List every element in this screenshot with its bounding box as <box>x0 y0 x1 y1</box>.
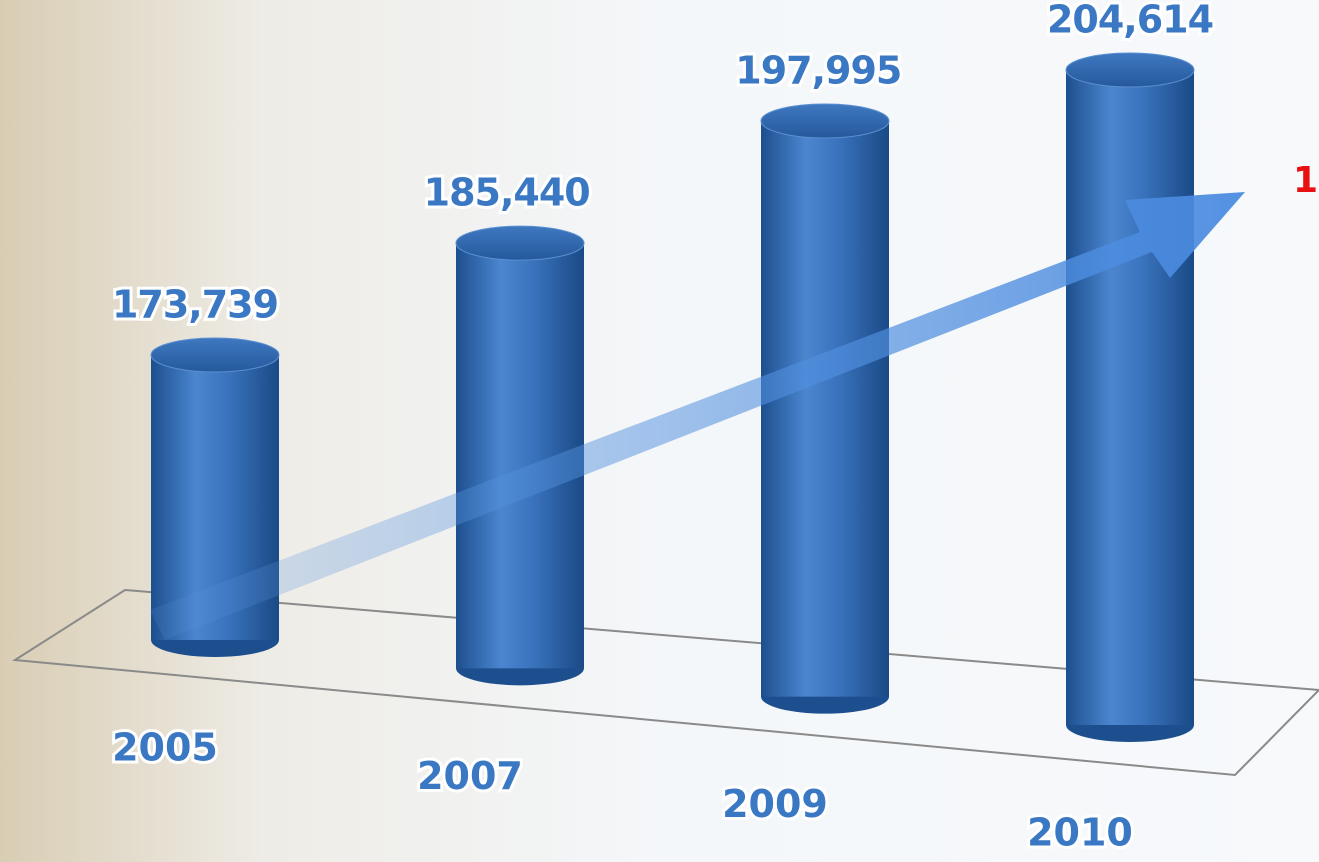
bar-top <box>151 338 279 372</box>
bar <box>761 121 889 697</box>
x-tick-label: 2005 <box>112 726 218 770</box>
bar-top <box>1066 53 1194 87</box>
bar <box>1066 70 1194 725</box>
x-tick-label: 2010 <box>1027 811 1133 855</box>
bar-top <box>456 226 584 260</box>
x-tick-label: 2007 <box>417 754 523 798</box>
bar-top <box>761 104 889 138</box>
value-label: 185,440 <box>424 171 590 215</box>
chart: 1 173,739 2005 185,440 2007 197,995 2009 204,6… <box>0 0 1319 862</box>
value-label: 204,614 <box>1047 0 1213 42</box>
value-label: 197,995 <box>735 48 901 92</box>
value-label: 173,739 <box>112 283 278 327</box>
x-tick-label: 2009 <box>722 782 828 826</box>
annotation: 1 <box>1293 160 1318 201</box>
